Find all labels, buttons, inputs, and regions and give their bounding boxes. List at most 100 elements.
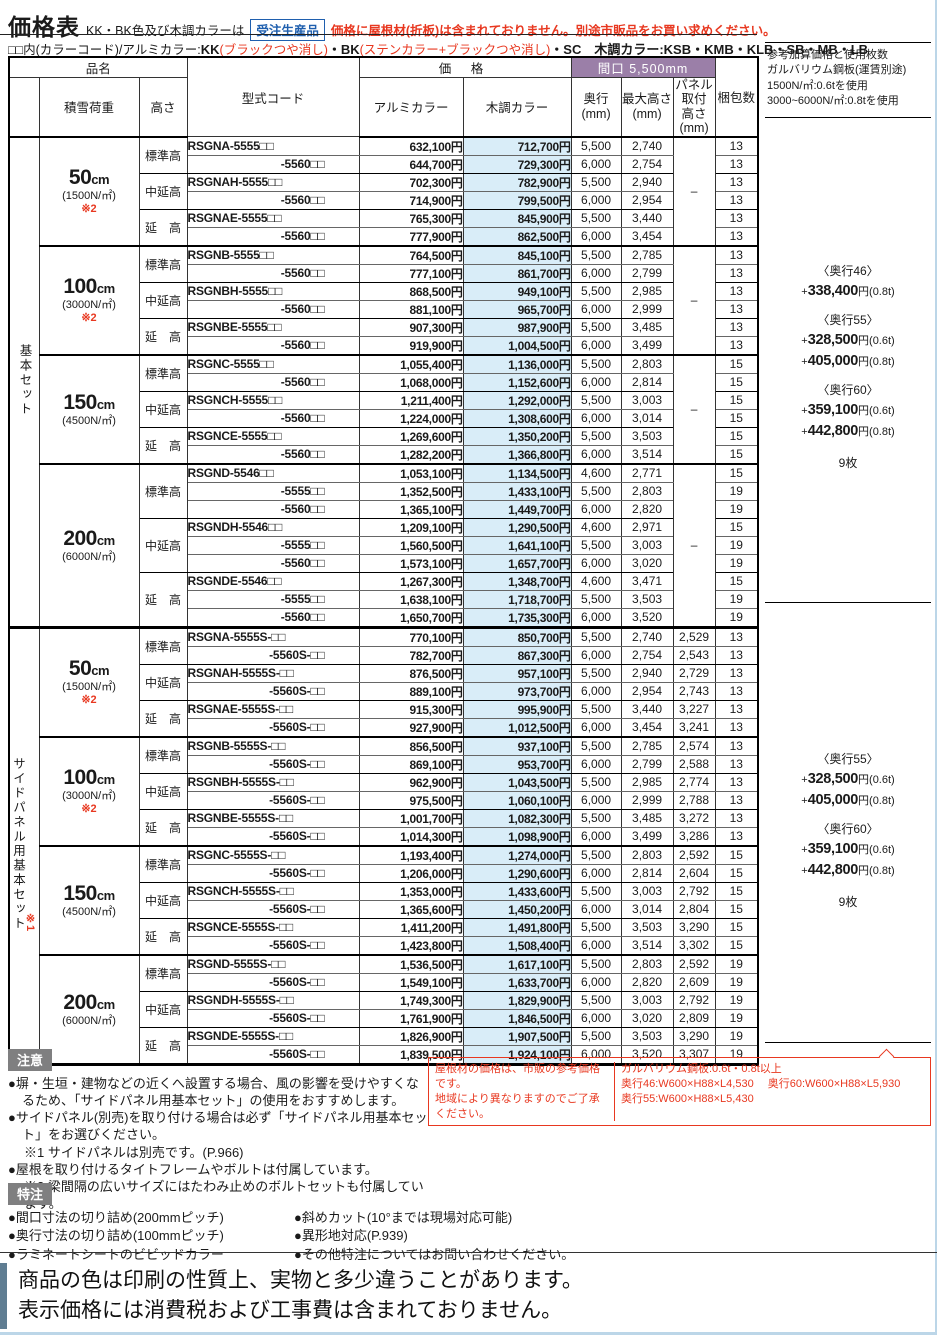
depth-cell: 6,000 <box>570 373 622 392</box>
added-price-suffix: 円(0.6t) <box>858 335 895 348</box>
table-row: -5555□□ 1,638,100円 1,718,700円 5,500 3,503 19 <box>9 590 759 609</box>
snow-load-unit: cm <box>96 396 115 412</box>
snow-load-value: 200cm <box>63 526 115 550</box>
col-header-alumi: アルミカラー <box>358 77 464 138</box>
roof-spec-line: 奥行46:W600×H88×L4,530 奥行60:W600×H88×L5,930 <box>621 1077 924 1092</box>
panel-height-cell: – <box>672 354 716 465</box>
snow-load-note: ※2 <box>81 694 97 707</box>
model-code-cell: -5560S-□□ <box>186 1045 360 1066</box>
model-code-cell: -5560S-□□ <box>186 900 360 919</box>
price-alumi-cell: 1,365,600円 <box>358 900 464 919</box>
pack-count-cell: 19 <box>714 482 759 501</box>
pack-count-cell: 13 <box>714 300 759 319</box>
price-wood-cell: 1,152,600円 <box>462 373 572 392</box>
pack-count-cell: 19 <box>714 608 759 629</box>
snow-load-unit: cm <box>91 172 110 188</box>
depth-cell: 5,500 <box>570 282 622 301</box>
snow-load-cell: 50cm (1500N/㎡) ※2 <box>38 627 140 738</box>
price-alumi-cell: 1,206,000円 <box>358 864 464 883</box>
roof-spec-text: 奥行55:W600×H88×L5,430 <box>621 1092 754 1105</box>
depth-cell: 5,500 <box>570 736 622 756</box>
custom-order-col1: ●間口寸法の切り詰め(200mmピッチ) ●奥行寸法の切り詰め(100mmピッチ)… <box>8 1209 280 1264</box>
price-wood-cell: 1,308,600円 <box>462 409 572 428</box>
price-alumi-cell: 1,014,300円 <box>358 827 464 847</box>
price-wood-cell: 1,082,300円 <box>462 809 572 828</box>
roof-spec-text: 奥行60:W600×H88×L5,930 <box>767 1077 901 1090</box>
pack-count-cell: 13 <box>714 245 759 265</box>
pack-count-cell: 13 <box>714 627 759 647</box>
max-height-cell: 3,454 <box>620 227 674 247</box>
panel-height-cell: – <box>672 136 716 247</box>
model-code-cell: -5560□□ <box>186 227 360 247</box>
pack-count-cell: 13 <box>714 155 759 174</box>
snow-load-note: ※2 <box>81 203 97 216</box>
max-height-cell: 2,803 <box>620 954 674 974</box>
table-row: -5560S-□□ 975,500円 1,060,100円 6,000 2,999 2,7… <box>9 791 759 810</box>
price-alumi-cell: 975,500円 <box>358 791 464 810</box>
plus-sign: + <box>801 865 808 878</box>
panel-height-cell: 3,302 <box>672 936 716 956</box>
depth-cell: 6,000 <box>570 682 622 701</box>
pack-count-cell: 13 <box>714 791 759 810</box>
price-alumi-cell: 1,573,100円 <box>358 554 464 573</box>
height-type-cell: 中延高 <box>138 882 188 919</box>
panel-height-cell: 2,729 <box>672 664 716 683</box>
footer-disclaimer: 商品の色は印刷の性質上、実物と多少違うことがあります。 表示価格には消費税および工… <box>18 1266 583 1327</box>
footer-divider <box>0 1252 937 1253</box>
depth-label: 〈奥行60〉 <box>817 383 879 398</box>
depth-cell: 5,500 <box>570 627 622 647</box>
table-row: 150cm (4500N/㎡) 標準高 RSGNC-5555□□ 1,055,400円 1… <box>9 354 759 465</box>
added-price-suffix: 円(0.8t) <box>858 865 895 878</box>
max-height-cell: 3,003 <box>620 882 674 901</box>
max-height-cell: 2,803 <box>620 482 674 501</box>
table-row: -5560□□ 1,224,000円 1,308,600円 6,000 3,014 15 <box>9 409 759 428</box>
price-wood-cell: 1,012,500円 <box>462 718 572 738</box>
depth-cell: 5,500 <box>570 427 622 446</box>
table-header-row-1: 品名 型式コード 価 格 間口 5,500mm 梱包数 <box>8 57 759 138</box>
price-alumi-cell: 869,100円 <box>358 755 464 774</box>
height-type-cell: 延 高 <box>138 700 188 738</box>
snow-load-rating: (6000N/㎡) <box>62 550 116 563</box>
model-code-cell: RSGNCE-5555S-□□ <box>186 918 360 937</box>
pack-count-cell: 13 <box>714 173 759 192</box>
header-warning: 価格に屋根材(折板)は含まれておりません。別途市販品をお買い求めください。 <box>330 24 776 38</box>
depth-cell: 5,500 <box>570 482 622 501</box>
snow-load-note: ※2 <box>81 312 97 325</box>
snow-load-cell: 150cm (4500N/㎡) <box>38 354 140 465</box>
custom-order-section: 特注 ●間口寸法の切り詰め(200mmピッチ) ●奥行寸法の切り詰め(100mmピ… <box>8 1183 628 1264</box>
price-wood-cell: 1,491,800円 <box>462 918 572 937</box>
price-wood-cell: 1,829,900円 <box>462 991 572 1010</box>
price-wood-cell: 1,134,500円 <box>462 463 572 483</box>
corner-cell <box>8 77 40 138</box>
model-code-cell: RSGNA-5555S-□□ <box>186 627 360 647</box>
added-price-suffix: 円(0.6t) <box>858 774 895 786</box>
pack-count-cell: 13 <box>714 136 759 156</box>
height-type-cell: 中延高 <box>138 391 188 428</box>
model-code-cell: RSGNC-5555□□ <box>186 354 360 374</box>
model-code-cell: -5560□□ <box>186 500 360 519</box>
depth-cell: 5,500 <box>570 845 622 865</box>
added-price-value: 405,000 <box>807 792 859 809</box>
table-row: -5560S-□□ 869,100円 953,700円 6,000 2,799 2,588… <box>9 755 759 774</box>
max-height-cell: 3,020 <box>620 554 674 573</box>
price-alumi-cell: 644,700円 <box>358 155 464 174</box>
height-type-cell: 延 高 <box>138 1027 188 1066</box>
reference-header-line: ガルバリウム鋼板(運賃別途) <box>767 64 907 77</box>
table-row: 中延高 RSGNAH-5555S-□□ 876,500円 957,100円 5,500 2… <box>9 664 759 701</box>
snow-load-value: 50cm <box>68 166 110 190</box>
added-price-line: +328,500円(0.6t) <box>765 769 931 790</box>
max-height-cell: 3,499 <box>620 336 674 356</box>
col-header-price: 価 格 <box>358 57 572 78</box>
depth-cell: 5,500 <box>570 590 622 609</box>
height-type-cell: 延 高 <box>138 572 188 629</box>
max-height-cell: 2,754 <box>620 646 674 665</box>
max-height-cell: 3,003 <box>620 991 674 1010</box>
max-height-cell: 3,014 <box>620 409 674 428</box>
table-row: 中延高 RSGNDH-5555S-□□ 1,749,300円 1,829,900円 5,… <box>9 991 759 1028</box>
pack-count-cell: 15 <box>714 354 759 374</box>
max-height-cell: 2,771 <box>620 463 674 483</box>
price-alumi-cell: 907,300円 <box>358 318 464 337</box>
table-row: -5560□□ 1,282,200円 1,366,800円 6,000 3,514 15 <box>9 445 759 465</box>
snow-load-unit: cm <box>96 532 115 548</box>
max-height-cell: 3,514 <box>620 936 674 956</box>
